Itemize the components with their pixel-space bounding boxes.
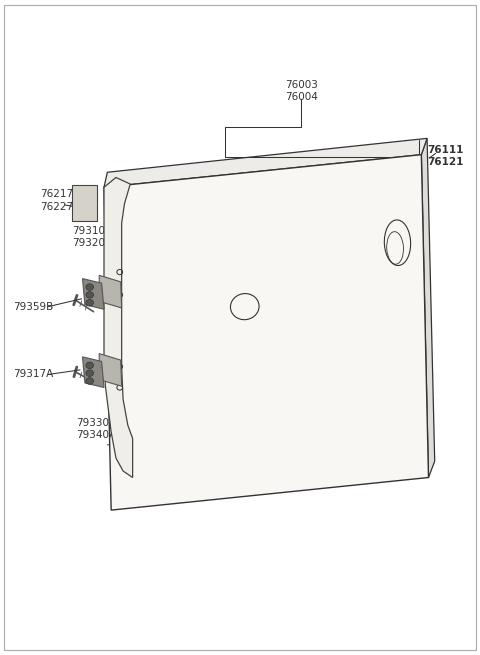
Ellipse shape bbox=[86, 284, 94, 290]
Text: 79359B: 79359B bbox=[13, 302, 54, 312]
Polygon shape bbox=[72, 185, 97, 221]
Text: 79330B
79340A: 79330B 79340A bbox=[76, 417, 116, 440]
Text: 76217
76227: 76217 76227 bbox=[40, 189, 73, 212]
Polygon shape bbox=[83, 357, 104, 388]
Ellipse shape bbox=[86, 291, 94, 298]
Polygon shape bbox=[104, 155, 429, 510]
Ellipse shape bbox=[86, 299, 94, 306]
Ellipse shape bbox=[86, 370, 94, 377]
Text: 76003
76004: 76003 76004 bbox=[285, 80, 318, 102]
Ellipse shape bbox=[86, 378, 94, 384]
Text: 79317A: 79317A bbox=[13, 369, 54, 379]
Polygon shape bbox=[104, 178, 132, 477]
Ellipse shape bbox=[86, 362, 94, 369]
Polygon shape bbox=[99, 275, 121, 308]
Polygon shape bbox=[99, 354, 121, 386]
Polygon shape bbox=[83, 278, 104, 309]
Text: 76111
76121: 76111 76121 bbox=[427, 145, 463, 167]
Polygon shape bbox=[104, 138, 427, 187]
Polygon shape bbox=[421, 138, 435, 477]
Text: 79310C
79320B: 79310C 79320B bbox=[72, 225, 112, 248]
